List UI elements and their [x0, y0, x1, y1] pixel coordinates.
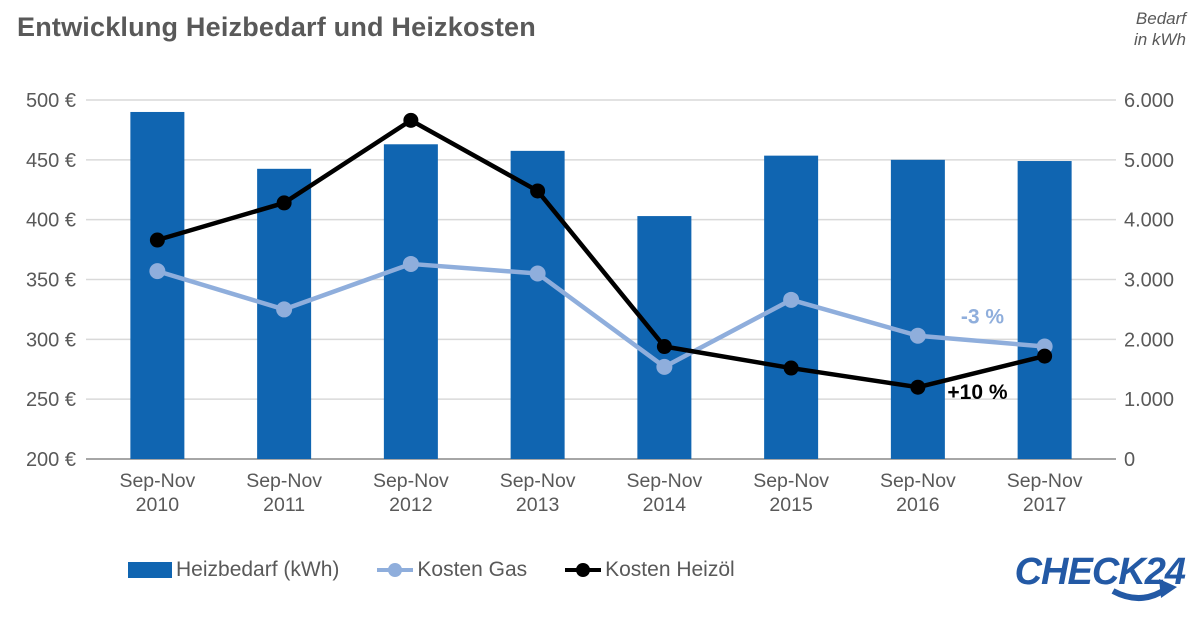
- point-oil: [276, 195, 292, 211]
- annotation-label: -3 %: [961, 306, 1005, 329]
- right-axis-tick-label: 1.000: [1124, 389, 1174, 411]
- point-oil: [1037, 348, 1053, 364]
- check24-logo-text: CHECK24: [1015, 551, 1186, 593]
- point-gas: [529, 265, 546, 282]
- x-axis-label: Sep-Nov 2013: [500, 470, 576, 516]
- point-oil: [403, 112, 419, 128]
- x-axis-label: Sep-Nov 2010: [119, 470, 195, 516]
- right-axis-tick-label: 4.000: [1124, 210, 1174, 232]
- legend-label-gas: Kosten Gas: [417, 558, 528, 581]
- left-axis-tick-label: 400 €: [26, 210, 76, 232]
- legend-item-gas: Kosten Gas: [377, 558, 527, 582]
- x-axis-label: Sep-Nov 2012: [373, 470, 449, 516]
- bar-heizbedarf: [510, 150, 565, 459]
- gas-line-swatch-icon: [377, 561, 414, 579]
- bar-heizbedarf: [637, 216, 692, 459]
- legend-item-heizbedarf: Heizbedarf (kWh): [128, 558, 339, 582]
- check24-arrowhead-icon: [1159, 579, 1177, 598]
- right-axis-tick-label: 5.000: [1124, 150, 1174, 172]
- x-axis-label: Sep-Nov 2016: [880, 470, 956, 516]
- left-axis-tick-label: 250 €: [26, 389, 76, 411]
- bar-heizbedarf: [130, 111, 185, 459]
- right-axis-tick-label: 3.000: [1124, 270, 1174, 292]
- left-axis-tick-label: 300 €: [26, 329, 76, 351]
- legend-label-heizbedarf: Heizbedarf (kWh): [176, 558, 340, 581]
- right-axis-title-line2: in kWh: [1134, 30, 1186, 50]
- legend: Heizbedarf (kWh) Kosten Gas Kosten Heizö…: [128, 558, 735, 582]
- legend-item-heizoel: Kosten Heizöl: [565, 558, 735, 582]
- x-axis-label: Sep-Nov 2015: [753, 470, 829, 516]
- oil-line-swatch-icon: [565, 561, 602, 579]
- point-gas: [149, 263, 166, 280]
- bar-swatch-icon: [128, 562, 172, 578]
- x-axis-label: Sep-Nov 2011: [246, 470, 322, 516]
- bar-heizbedarf: [383, 144, 438, 459]
- point-oil: [656, 339, 672, 355]
- x-axis-label: Sep-Nov 2017: [1007, 470, 1083, 516]
- point-gas: [402, 255, 419, 272]
- point-oil: [910, 379, 926, 395]
- point-oil: [149, 232, 165, 248]
- right-axis-tick-label: 0: [1124, 449, 1135, 471]
- line-oil: [155, 118, 1047, 390]
- right-axis-title-line1: Bedarf: [1135, 9, 1186, 28]
- left-axis-tick-label: 200 €: [26, 449, 76, 471]
- check24-logo-graphic: CHECK24: [1015, 551, 1187, 601]
- point-gas: [276, 301, 293, 318]
- point-oil: [530, 183, 546, 199]
- line-gas: [155, 261, 1047, 370]
- left-axis-tick-label: 350 €: [26, 270, 76, 292]
- check24-logo: CHECK24: [967, 546, 1192, 613]
- point-gas: [909, 327, 926, 344]
- point-gas: [783, 291, 800, 308]
- bar-heizbedarf: [1017, 161, 1072, 459]
- x-axis-label: Sep-Nov 2014: [626, 470, 702, 516]
- right-axis-tick-label: 6.000: [1124, 90, 1174, 112]
- right-axis-title: Bedarf in kWh: [1134, 8, 1186, 51]
- left-axis-tick-label: 500 €: [26, 90, 76, 112]
- legend-label-heizoel: Kosten Heizöl: [605, 558, 735, 581]
- point-oil: [783, 360, 799, 376]
- left-axis-tick-label: 450 €: [26, 150, 76, 172]
- point-gas: [656, 358, 673, 375]
- annotation-label: +10 %: [947, 381, 1007, 404]
- right-axis-tick-label: 2.000: [1124, 329, 1174, 351]
- chart-title: Entwicklung Heizbedarf und Heizkosten: [17, 12, 536, 42]
- bar-heizbedarf: [890, 159, 945, 460]
